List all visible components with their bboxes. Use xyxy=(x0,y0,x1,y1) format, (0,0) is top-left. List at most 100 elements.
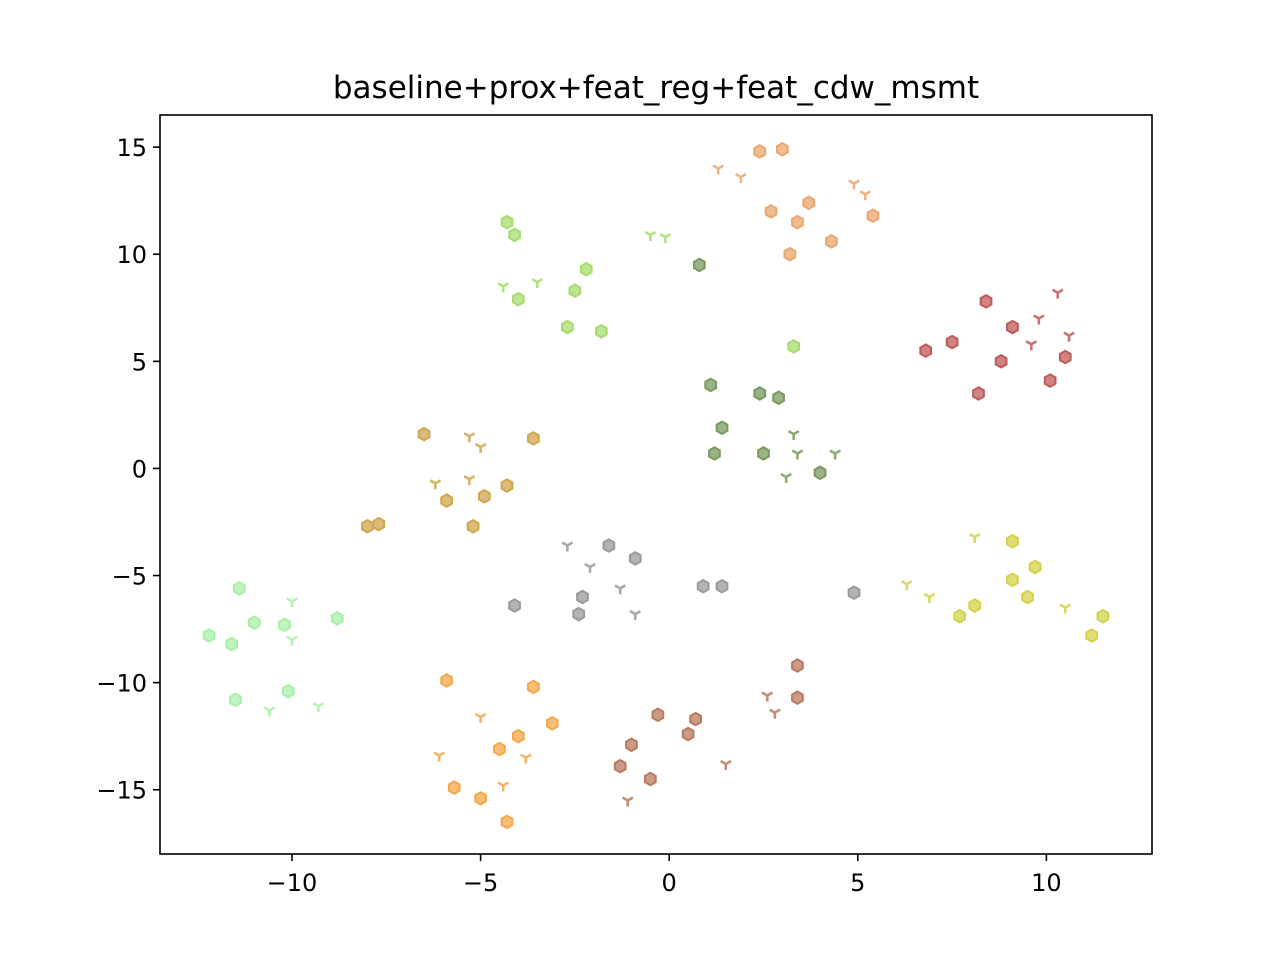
data-point-hexagon xyxy=(500,214,514,230)
data-point-hexagon xyxy=(813,465,827,481)
data-point-tri-down xyxy=(644,230,657,241)
data-point-tri-down xyxy=(474,442,487,454)
data-point-tri-down xyxy=(429,479,442,490)
data-point-tri-down xyxy=(474,712,487,723)
data-point-hexagon xyxy=(594,323,608,339)
data-point-hexagon xyxy=(715,578,729,594)
data-point-tri-down xyxy=(761,691,774,702)
data-point-tri-down xyxy=(497,781,510,792)
y-tick-label: 5 xyxy=(132,348,147,376)
data-point-hexagon xyxy=(953,608,966,624)
data-point-hexagon xyxy=(847,585,861,601)
data-point-hexagon xyxy=(772,390,785,406)
axes-layer: −10 −5 0 5 10 −15 −10 −5 0 5 10 15 xyxy=(96,114,1153,897)
data-point-hexagon xyxy=(361,518,374,534)
data-point-hexagon xyxy=(643,771,657,787)
data-point-hexagon xyxy=(508,598,521,613)
data-point-hexagon xyxy=(232,581,246,596)
data-point-tri-down xyxy=(463,475,476,486)
data-point-tri-down xyxy=(497,282,510,293)
data-point-hexagon xyxy=(527,431,540,446)
data-point-hexagon xyxy=(466,518,480,534)
data-point-tri-down xyxy=(1063,331,1075,342)
data-point-hexagon xyxy=(708,446,721,461)
y-tick-label: −10 xyxy=(96,670,147,698)
data-point-hexagon xyxy=(866,208,880,224)
data-point-hexagon xyxy=(440,493,454,508)
data-point-hexagon xyxy=(417,426,431,442)
data-point-tri-down xyxy=(263,706,276,717)
data-point-hexagon xyxy=(572,606,586,622)
data-point-hexagon xyxy=(681,726,695,742)
data-point-hexagon xyxy=(613,758,627,774)
data-point-hexagon xyxy=(478,488,491,504)
data-point-hexagon xyxy=(330,611,344,626)
data-point-hexagon xyxy=(979,294,993,309)
data-point-hexagon xyxy=(693,257,706,273)
data-point-hexagon xyxy=(628,551,642,566)
data-point-hexagon xyxy=(527,679,540,695)
data-point-tri-down xyxy=(286,635,298,646)
data-point-hexagon xyxy=(753,386,767,401)
data-point-hexagon xyxy=(1006,572,1019,588)
data-point-tri-down xyxy=(1059,603,1072,614)
data-point-hexagon xyxy=(689,711,702,727)
data-point-tri-down xyxy=(859,190,872,201)
data-point-hexagon xyxy=(278,617,291,633)
data-point-tri-down xyxy=(735,172,747,184)
data-point-hexagon xyxy=(372,516,386,532)
data-point-hexagon xyxy=(968,598,982,613)
data-point-hexagon xyxy=(579,261,593,277)
data-point-hexagon xyxy=(802,195,816,211)
y-tick-label: −15 xyxy=(96,777,147,805)
data-point-hexagon xyxy=(493,741,506,757)
data-point-hexagon xyxy=(511,728,525,744)
data-point-hexagon xyxy=(225,636,239,652)
data-point-hexagon xyxy=(440,673,454,688)
data-point-tri-down xyxy=(1032,314,1045,325)
data-point-tri-down xyxy=(286,597,298,608)
data-point-tri-down xyxy=(712,164,725,175)
data-point-hexagon xyxy=(715,420,729,436)
data-point-tri-down xyxy=(829,449,842,460)
data-point-tri-down xyxy=(312,702,325,713)
data-point-hexagon xyxy=(500,478,514,493)
data-point-tri-down xyxy=(968,532,981,543)
x-tick-label: 10 xyxy=(1031,869,1062,897)
data-point-hexagon xyxy=(757,446,770,461)
data-point-tri-down xyxy=(923,592,936,603)
data-point-tri-down xyxy=(531,277,544,289)
data-point-hexagon xyxy=(511,291,525,307)
x-tick-label: −5 xyxy=(463,869,498,897)
data-point-hexagon xyxy=(753,144,767,159)
data-point-hexagon xyxy=(545,715,559,731)
data-point-hexagon xyxy=(1006,319,1019,335)
data-point-hexagon xyxy=(1043,373,1057,388)
data-point-hexagon xyxy=(508,227,521,243)
y-tick-label: 15 xyxy=(116,134,147,162)
data-point-hexagon xyxy=(602,538,616,553)
data-point-hexagon xyxy=(1085,628,1099,643)
data-point-tri-down xyxy=(621,796,634,807)
data-point-tri-down xyxy=(659,232,672,244)
data-point-hexagon xyxy=(919,343,933,358)
x-tick-label: −10 xyxy=(267,869,318,897)
data-point-hexagon xyxy=(202,628,216,643)
data-point-hexagon xyxy=(447,780,461,795)
data-point-hexagon xyxy=(791,690,804,705)
data-point-hexagon xyxy=(787,338,801,354)
data-point-hexagon xyxy=(945,334,959,350)
data-point-tri-down xyxy=(561,541,574,552)
data-point-hexagon xyxy=(972,386,985,401)
data-point-hexagon xyxy=(1096,608,1110,624)
data-point-tri-down xyxy=(848,179,860,190)
data-point-hexagon xyxy=(568,283,582,299)
data-point-tri-down xyxy=(584,562,596,573)
data-point-hexagon xyxy=(560,319,574,335)
data-point-hexagon xyxy=(1028,559,1042,575)
data-point-hexagon xyxy=(791,658,804,673)
data-point-tri-down xyxy=(614,584,627,595)
data-point-hexagon xyxy=(764,204,778,219)
data-point-tri-down xyxy=(768,708,781,719)
data-point-hexagon xyxy=(625,737,638,753)
